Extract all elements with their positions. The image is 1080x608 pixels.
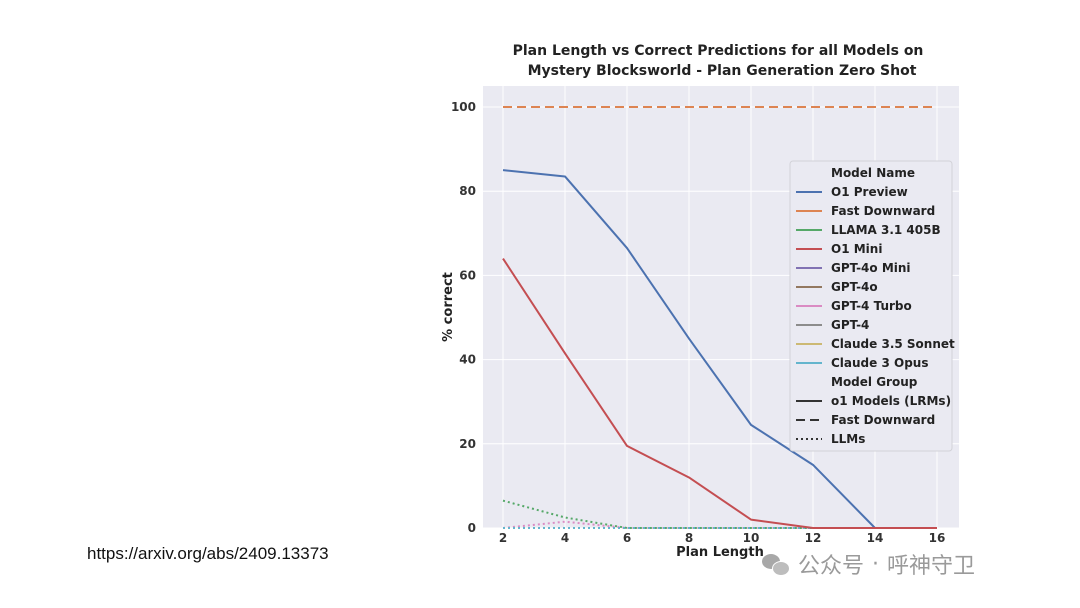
x-tick-label: 14 (867, 531, 884, 545)
legend-entries: Model Name O1 Preview Fast Downward LLAMA 3… (796, 166, 955, 446)
y-tick-label: 20 (459, 437, 476, 451)
legend-box (789, 160, 953, 452)
legend: Model Name O1 Preview Fast Downward LLAMA 3… (789, 160, 955, 452)
x-tick-label: 2 (499, 531, 507, 545)
chart-subtitle: Mystery Blocksworld - Plan Generation Ze… (528, 63, 917, 79)
series-line-o1-mini (502, 258, 937, 529)
x-axis-label: Plan Length (676, 545, 764, 560)
y-tick-label: 80 (459, 184, 476, 198)
x-tick-label: 8 (685, 531, 693, 545)
legend-label: GPT-4o Mini (831, 261, 911, 275)
legend-label: Fast Downward (831, 204, 935, 218)
watermark: 公众号 · 呼神守卫 (762, 548, 975, 580)
legend-group-header: Model Group (831, 375, 918, 389)
legend-group-label: LLMs (831, 432, 865, 446)
series-line-o1-preview (502, 169, 937, 529)
legend-label: O1 Preview (831, 185, 908, 199)
x-tick-label: 10 (743, 531, 760, 545)
y-tick-label: 60 (459, 268, 476, 282)
legend-label: Claude 3.5 Sonnet (831, 337, 955, 351)
y-axis-label: % correct (441, 272, 456, 342)
watermark-name: 呼神守卫 (887, 554, 976, 579)
y-tick-label: 40 (459, 353, 476, 367)
series-lines (502, 106, 937, 529)
y-tick-label: 100 (451, 100, 476, 114)
series-line-llama-3-1-405b (502, 499, 937, 529)
source-url[interactable]: https://arxiv.org/abs/2409.13373 (87, 544, 329, 563)
legend-label: Claude 3 Opus (831, 356, 928, 370)
x-tick-label: 12 (805, 531, 822, 545)
watermark-text: 公众号 (798, 554, 865, 579)
tick-labels: 0 20 40 60 80 100 2 4 6 8 10 12 14 16 (451, 100, 945, 545)
legend-label: GPT-4o (831, 280, 878, 294)
x-tick-label: 16 (929, 531, 946, 545)
legend-header: Model Name (831, 166, 915, 180)
legend-label: GPT-4 (831, 318, 869, 332)
chart-title: Plan Length vs Correct Predictions for a… (513, 43, 924, 59)
wechat-icon (762, 552, 790, 576)
legend-label: O1 Mini (831, 242, 882, 256)
legend-group-label: Fast Downward (831, 413, 935, 427)
x-tick-label: 6 (623, 531, 631, 545)
legend-group-label: o1 Models (LRMs) (831, 394, 951, 408)
legend-label: GPT-4 Turbo (831, 299, 912, 313)
y-tick-label: 0 (468, 521, 476, 535)
x-tick-label: 4 (561, 531, 569, 545)
watermark-separator: · (872, 551, 880, 577)
legend-label: LLAMA 3.1 405B (831, 223, 941, 237)
